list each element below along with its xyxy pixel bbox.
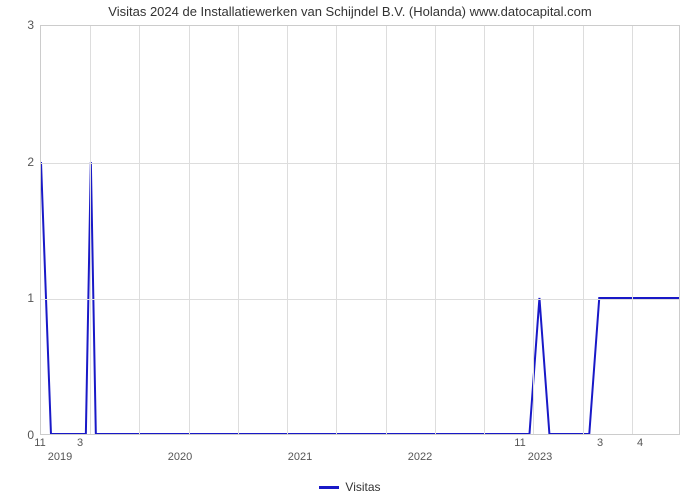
grid-line-v [632, 26, 633, 434]
y-tick-label: 0 [27, 428, 34, 442]
grid-line-v [189, 26, 190, 434]
grid-line-v [139, 26, 140, 434]
chart-title: Visitas 2024 de Installatiewerken van Sc… [0, 4, 700, 19]
x-tick-label-year: 2023 [528, 451, 552, 463]
y-tick-label: 2 [27, 155, 34, 169]
x-tick-label-month: 3 [597, 437, 603, 449]
y-tick-label: 3 [27, 18, 34, 32]
x-tick-label-month: 3 [77, 437, 83, 449]
y-tick-label: 1 [27, 291, 34, 305]
chart-container: Visitas 2024 de Installatiewerken van Sc… [0, 0, 700, 500]
x-tick-label-year: 2020 [168, 451, 192, 463]
grid-line-v [90, 26, 91, 434]
grid-line-v [386, 26, 387, 434]
legend-label: Visitas [345, 480, 380, 494]
grid-line-v [533, 26, 534, 434]
grid-line-v [583, 26, 584, 434]
x-tick-label-year: 2022 [408, 451, 432, 463]
x-tick-label-year: 2021 [288, 451, 312, 463]
x-tick-label-month: 11 [34, 437, 45, 449]
x-tick-label-year: 2019 [48, 451, 72, 463]
grid-line-v [435, 26, 436, 434]
grid-line-v [287, 26, 288, 434]
grid-line-v [336, 26, 337, 434]
x-tick-label-month: 11 [514, 437, 525, 449]
legend-swatch [319, 486, 339, 489]
legend: Visitas [0, 480, 700, 494]
x-tick-label-month: 4 [637, 437, 643, 449]
grid-line-v [484, 26, 485, 434]
grid-line-v [238, 26, 239, 434]
plot-area [40, 25, 680, 435]
